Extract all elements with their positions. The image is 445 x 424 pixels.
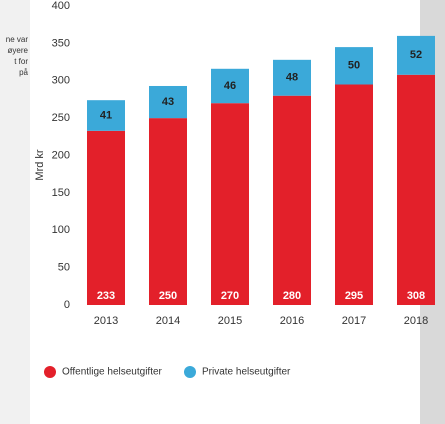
x-tick-label: 2015 [218,315,242,327]
side-text: ne var [6,35,29,44]
side-text: på [19,68,28,77]
legend-label: Private helseutgifter [202,367,291,378]
bar-segment [335,84,373,305]
y-tick-label: 400 [52,0,70,12]
y-tick-label: 250 [52,112,70,124]
side-panel [0,0,30,424]
value-label: 41 [100,109,112,121]
value-label: 270 [221,290,239,302]
bar-segment [273,95,311,305]
y-tick-label: 200 [52,149,70,161]
y-tick-label: 300 [52,75,70,87]
value-label: 250 [159,290,177,302]
legend-swatch [184,366,196,378]
y-tick-label: 100 [52,224,70,236]
side-text: t for [14,57,28,66]
x-tick-label: 2018 [404,315,428,327]
bar-segment [397,74,435,306]
value-label: 52 [410,49,422,61]
legend-label: Offentlige helseutgifter [62,367,163,378]
value-label: 308 [407,290,425,302]
x-tick-label: 2013 [94,315,118,327]
value-label: 46 [224,80,236,92]
y-tick-label: 150 [52,187,70,199]
value-label: 48 [286,72,298,84]
y-tick-label: 350 [52,37,70,49]
value-label: 233 [97,290,115,302]
x-tick-label: 2017 [342,315,366,327]
bar-segment [149,85,187,119]
value-label: 43 [162,96,174,108]
y-axis-label: Mrd kr [34,149,46,181]
x-tick-label: 2016 [280,315,304,327]
bar-segment [397,35,435,75]
legend-swatch [44,366,56,378]
bar-segment [273,59,311,96]
y-tick-label: 0 [64,299,70,311]
side-text: øyere [8,46,29,55]
bar-segment [87,100,125,131]
bar-segment [211,68,249,104]
bar-segment [211,103,249,305]
bar-segment [335,47,373,85]
value-label: 50 [348,60,360,72]
y-tick-label: 50 [58,262,70,274]
bar-segment [87,130,125,305]
bar-segment [149,118,187,305]
x-tick-label: 2014 [156,315,180,327]
value-label: 295 [345,290,363,302]
value-label: 280 [283,290,301,302]
